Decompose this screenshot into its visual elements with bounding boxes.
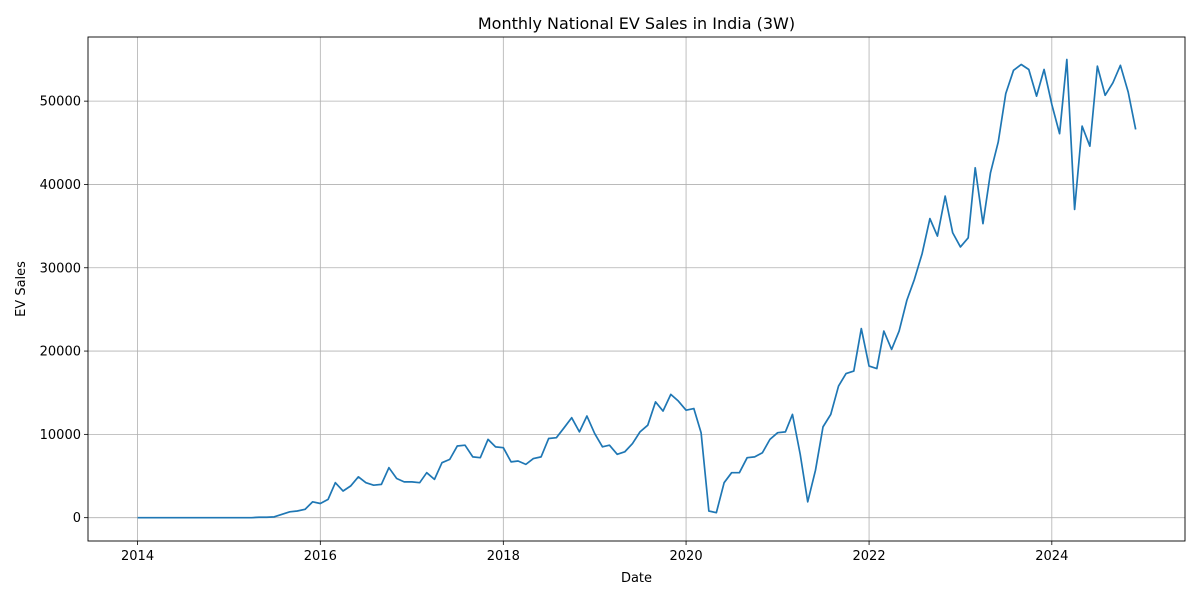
x-tick-label: 2022: [853, 549, 886, 564]
y-tick-label: 40000: [40, 178, 81, 193]
series-line: [137, 58, 1137, 519]
chart-title: Monthly National EV Sales in India (3W): [478, 14, 795, 33]
plot-frame: [87, 36, 1186, 542]
x-axis: 2014 2016 2018 2020 2022 2024: [121, 541, 1068, 564]
x-axis-label: Date: [621, 571, 652, 586]
x-tick-label: 2018: [487, 549, 520, 564]
y-axis-label: EV Sales: [14, 261, 29, 317]
x-tick-label: 2020: [670, 549, 703, 564]
y-tick-label: 50000: [40, 95, 81, 110]
x-tick-label: 2016: [304, 549, 337, 564]
y-tick-label: 10000: [40, 428, 81, 443]
y-tick-label: 20000: [40, 345, 81, 360]
y-tick-label: 0: [73, 511, 81, 526]
y-tick-label: 30000: [40, 261, 81, 276]
x-tick-label: 2014: [121, 549, 154, 564]
plot-background: [88, 37, 1185, 541]
x-tick-label: 2024: [1035, 549, 1068, 564]
y-axis: 0 10000 20000 30000 40000 50000: [40, 95, 88, 526]
